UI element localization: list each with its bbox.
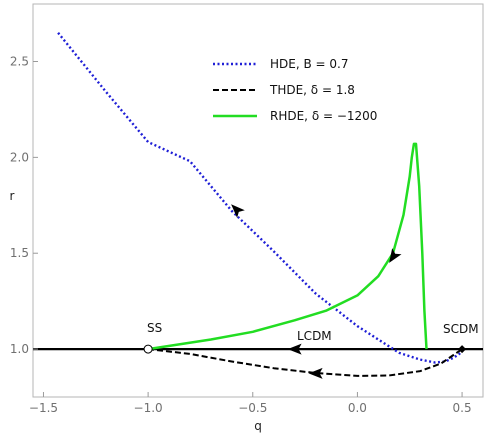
x-tick-label: −1.5 xyxy=(29,401,58,415)
legend-label-thde: THDE, δ = 1.8 xyxy=(269,83,355,97)
legend-label-rhde: RHDE, δ = −1200 xyxy=(270,109,377,123)
series-line-thde xyxy=(147,348,463,377)
arrow-thde xyxy=(308,367,323,379)
arrow-rhde xyxy=(389,248,402,263)
y-tick-label: 2.5 xyxy=(10,55,29,69)
marks-layer xyxy=(143,204,467,379)
x-tick-label: 0.5 xyxy=(453,401,472,415)
x-tick-label: −1.0 xyxy=(134,401,163,415)
arrow-lcdm xyxy=(287,343,302,355)
y-tick-label: 2.0 xyxy=(10,150,29,164)
legend: HDE, B = 0.7 THDE, δ = 1.8 RHDE, δ = −12… xyxy=(213,57,377,123)
x-axis-label: q xyxy=(254,419,262,433)
y-axis-label: r xyxy=(10,189,15,203)
series-layer xyxy=(33,32,483,377)
ticks-layer: −1.5 −1.0 −0.5 0.0 0.5 1.0 1.5 2.0 2.5 xyxy=(10,55,472,415)
x-tick-label: −0.5 xyxy=(238,401,267,415)
arrow-hde xyxy=(231,204,245,218)
plot-frame xyxy=(32,3,484,398)
annotation-scdm: SCDM xyxy=(443,322,479,336)
y-tick-label: 1.0 xyxy=(10,342,29,356)
annotation-lcdm: LCDM xyxy=(297,329,332,343)
legend-label-hde: HDE, B = 0.7 xyxy=(270,57,348,71)
point-ss xyxy=(143,344,153,354)
point-scdm xyxy=(458,345,467,354)
y-tick-label: 1.5 xyxy=(10,246,29,260)
series-line-hde xyxy=(57,32,463,364)
x-tick-label: 0.0 xyxy=(348,401,367,415)
annotation-ss: SS xyxy=(147,321,162,335)
plot-area xyxy=(32,3,484,398)
series-line-rhde xyxy=(147,142,428,351)
